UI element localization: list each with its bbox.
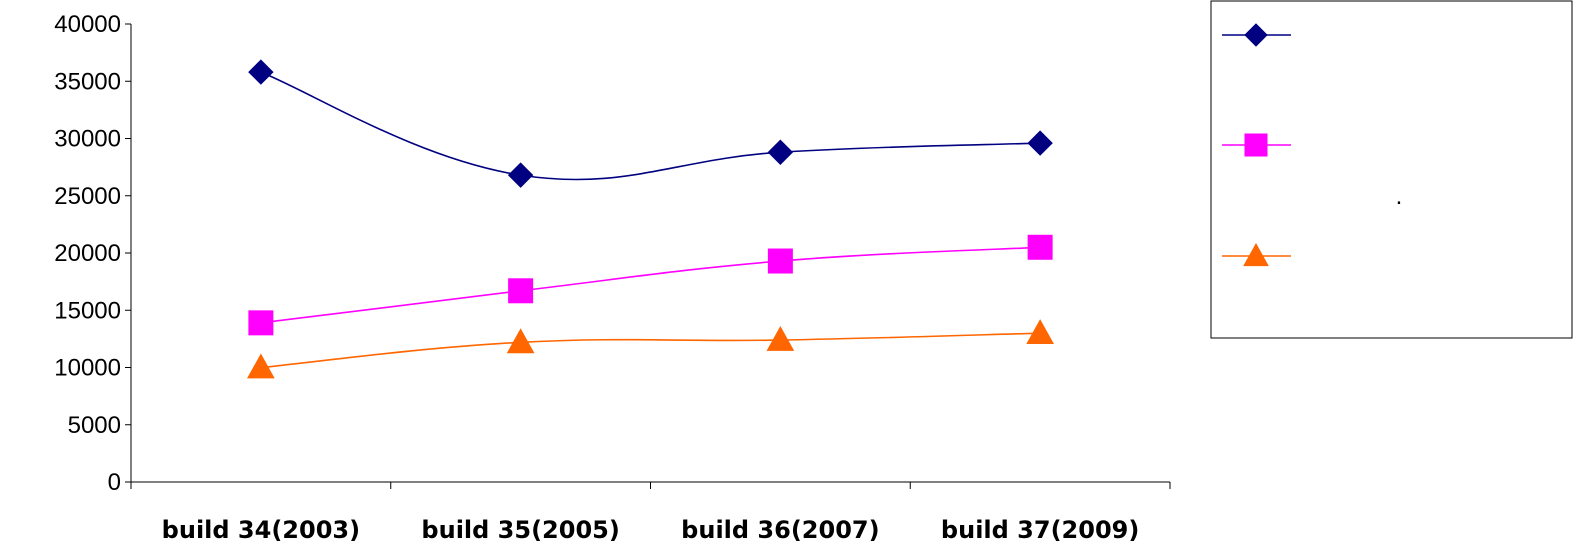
series-3 — [247, 319, 1054, 379]
y-tick-label: 20000 — [54, 240, 121, 267]
diamond-marker — [1244, 23, 1268, 47]
legend-box — [1210, 0, 1573, 339]
square-marker — [248, 310, 274, 336]
plot-area: 0 5000 10000 15000 20000 25000 30000 35000 40000… — [54, 11, 1171, 544]
y-tick-label: 25000 — [54, 183, 121, 210]
x-tick-label: build 34(2003) — [162, 516, 360, 544]
diamond-marker — [767, 139, 794, 165]
x-tick-label: build 37(2009) — [941, 516, 1139, 544]
x-tick-label: build 36(2007) — [681, 516, 879, 544]
legend-entries — [1222, 23, 1291, 267]
y-tick-label: 15000 — [54, 297, 121, 324]
square-marker — [767, 248, 793, 274]
triangle-marker — [766, 325, 795, 351]
y-tick-label: 5000 — [68, 412, 121, 439]
legend-note: . — [1396, 183, 1403, 210]
legend-entry — [1222, 133, 1291, 157]
square-marker — [508, 278, 534, 304]
series-line — [260, 246, 1041, 324]
legend: . — [1210, 0, 1573, 339]
series-line — [260, 71, 1041, 181]
triangle-marker — [1026, 319, 1054, 345]
y-tick-group: 0 5000 10000 15000 20000 25000 30000 35000 40000 — [54, 11, 131, 496]
series-group — [247, 59, 1054, 379]
y-tick-label: 0 — [108, 469, 121, 496]
square-marker — [1027, 234, 1053, 260]
y-tick-label: 35000 — [54, 68, 121, 95]
diamond-marker — [248, 59, 274, 85]
triangle-marker — [506, 328, 535, 354]
y-tick-label: 10000 — [54, 355, 121, 382]
y-tick-label: 40000 — [54, 11, 121, 38]
triangle-marker — [247, 353, 275, 379]
x-tick-group: build 34(2003) build 35(2005) build 36(200… — [130, 482, 1171, 544]
diamond-marker — [507, 162, 534, 188]
diamond-marker — [1027, 130, 1053, 156]
series-2 — [248, 234, 1053, 336]
series-1 — [248, 59, 1053, 188]
triangle-marker — [1243, 242, 1269, 267]
y-tick-label: 30000 — [54, 126, 121, 153]
legend-entry — [1222, 242, 1291, 267]
square-marker — [1244, 133, 1268, 157]
legend-entry — [1222, 23, 1291, 47]
x-tick-label: build 35(2005) — [421, 516, 619, 544]
series-line — [260, 332, 1041, 369]
